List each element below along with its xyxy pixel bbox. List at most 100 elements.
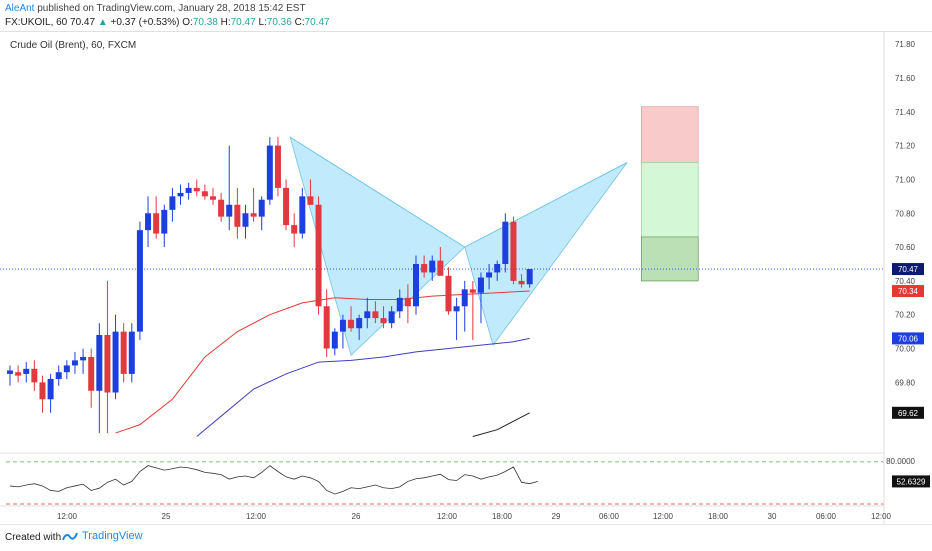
candle[interactable] bbox=[283, 187, 290, 226]
tradingview-brand[interactable]: TradingView bbox=[62, 530, 143, 542]
candle[interactable] bbox=[31, 368, 38, 383]
ohlc: O:70.38 H:70.47 L:70.36 C:70.47 bbox=[182, 17, 330, 28]
candle[interactable] bbox=[266, 145, 273, 200]
candle[interactable] bbox=[63, 365, 70, 373]
time-tick-label: 12:00 bbox=[246, 512, 267, 521]
price-change: +0.37 (+0.53%) bbox=[110, 17, 180, 28]
candle[interactable] bbox=[39, 382, 46, 400]
candle[interactable] bbox=[404, 297, 411, 307]
candle[interactable] bbox=[315, 204, 322, 307]
candle[interactable] bbox=[136, 230, 143, 332]
price-chart[interactable]: 80.0000 52.6329 71.80 71.60 71.40 71.20 71.00… bbox=[0, 32, 932, 524]
stop-loss-zone[interactable] bbox=[641, 106, 699, 163]
candle[interactable] bbox=[518, 280, 525, 285]
candle[interactable] bbox=[258, 199, 265, 217]
price-label-badge bbox=[892, 406, 924, 419]
candle[interactable] bbox=[526, 269, 533, 285]
candle[interactable] bbox=[291, 225, 298, 234]
candle[interactable] bbox=[201, 191, 208, 197]
candle[interactable] bbox=[210, 196, 216, 200]
candle[interactable] bbox=[307, 196, 314, 205]
candle[interactable] bbox=[71, 360, 78, 366]
candle[interactable] bbox=[445, 275, 452, 312]
candle[interactable] bbox=[234, 204, 241, 227]
price-axis: 71.80 71.60 71.40 71.20 71.00 70.80 70.60 70.40… bbox=[883, 32, 924, 524]
candle[interactable] bbox=[323, 306, 330, 349]
pattern-triangle-bcd[interactable] bbox=[464, 162, 628, 347]
candle[interactable] bbox=[120, 331, 127, 374]
take-profit-zone[interactable] bbox=[641, 162, 699, 282]
candle[interactable] bbox=[364, 311, 371, 319]
time-tick-label: 12:00 bbox=[653, 512, 674, 521]
candles bbox=[7, 137, 533, 434]
candle[interactable] bbox=[104, 335, 111, 393]
header-divider bbox=[0, 31, 932, 32]
tradingview-logo-icon bbox=[62, 532, 78, 541]
sma-black-line bbox=[472, 412, 530, 437]
candle[interactable] bbox=[226, 204, 233, 217]
candle[interactable] bbox=[510, 221, 517, 281]
candle[interactable] bbox=[477, 277, 484, 293]
candle[interactable] bbox=[145, 213, 152, 231]
candle[interactable] bbox=[23, 368, 30, 374]
candle[interactable] bbox=[250, 213, 257, 217]
candle[interactable] bbox=[274, 145, 281, 188]
candle[interactable] bbox=[388, 311, 395, 324]
candle[interactable] bbox=[299, 196, 306, 234]
candle[interactable] bbox=[88, 356, 95, 391]
time-tick-label: 12:00 bbox=[57, 512, 78, 521]
candle[interactable] bbox=[177, 192, 184, 197]
candle[interactable] bbox=[356, 318, 363, 329]
price-tick-label: 69.80 bbox=[895, 378, 916, 387]
time-tick-label: 18:00 bbox=[492, 512, 513, 521]
last-price: 70.47 bbox=[70, 17, 96, 28]
price-tick-label: 71.00 bbox=[895, 175, 916, 184]
entry-zone[interactable] bbox=[641, 236, 699, 282]
change-up-icon: ▲ bbox=[97, 17, 108, 28]
candle[interactable] bbox=[153, 213, 160, 234]
price-tick-label: 70.00 bbox=[895, 345, 916, 354]
candle[interactable] bbox=[339, 319, 346, 332]
candle[interactable] bbox=[7, 370, 13, 374]
price-label: 70.06 bbox=[898, 334, 919, 343]
candle[interactable] bbox=[380, 318, 387, 324]
candle[interactable] bbox=[47, 378, 54, 400]
price-tick-label: 70.40 bbox=[895, 277, 916, 286]
candle[interactable] bbox=[421, 263, 428, 273]
candle[interactable] bbox=[242, 213, 249, 227]
candle[interactable] bbox=[413, 263, 419, 307]
price-label-badge bbox=[892, 263, 924, 276]
candle[interactable] bbox=[453, 306, 460, 312]
candle[interactable] bbox=[161, 209, 168, 234]
candle[interactable] bbox=[80, 356, 87, 361]
candle[interactable] bbox=[15, 372, 22, 376]
price-tick-label: 71.80 bbox=[895, 40, 916, 49]
candle[interactable] bbox=[494, 263, 501, 273]
candle[interactable] bbox=[331, 331, 338, 349]
candle[interactable] bbox=[169, 196, 176, 210]
time-tick-label: 18:00 bbox=[708, 512, 729, 521]
candle[interactable] bbox=[348, 319, 355, 329]
candle[interactable] bbox=[55, 372, 62, 379]
candle[interactable] bbox=[469, 289, 476, 293]
candle[interactable] bbox=[429, 260, 436, 273]
candle[interactable] bbox=[396, 297, 403, 312]
candle[interactable] bbox=[193, 187, 200, 192]
candle[interactable] bbox=[128, 331, 135, 374]
candle[interactable] bbox=[502, 221, 509, 264]
author-link[interactable]: AleAnt bbox=[5, 3, 35, 14]
oscillator-pane: 80.0000 52.6329 bbox=[0, 452, 930, 505]
candle[interactable] bbox=[372, 311, 379, 319]
candle[interactable] bbox=[218, 199, 225, 217]
candle[interactable] bbox=[437, 260, 444, 276]
candle[interactable] bbox=[185, 187, 192, 193]
candle[interactable] bbox=[461, 289, 468, 307]
candle[interactable] bbox=[96, 335, 103, 391]
time-tick-label: 30 bbox=[768, 512, 777, 521]
time-tick-label: 25 bbox=[162, 512, 171, 521]
time-tick-label: 26 bbox=[352, 512, 361, 521]
candle[interactable] bbox=[486, 272, 493, 278]
oscillator-line bbox=[9, 465, 538, 495]
candle[interactable] bbox=[112, 331, 119, 393]
time-tick-label: 06:00 bbox=[816, 512, 837, 521]
